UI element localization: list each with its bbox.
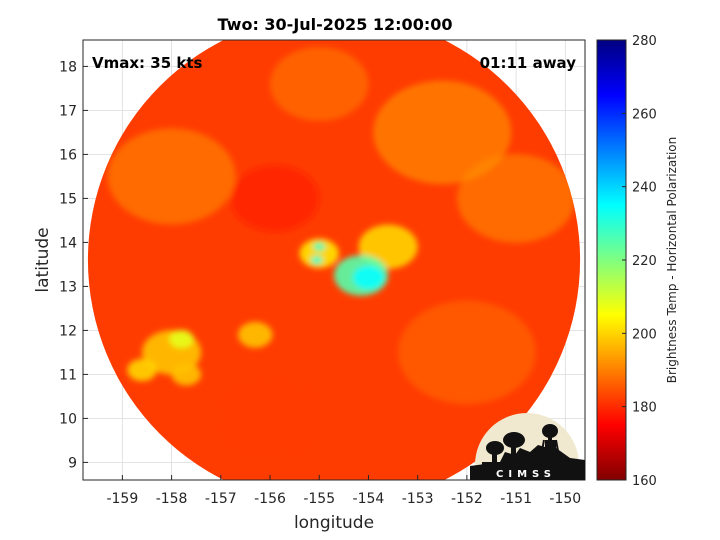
feature-blob (127, 358, 157, 382)
colorbar-tick-label: 220 (632, 254, 657, 269)
feature-blob (169, 329, 194, 349)
y-tick-label: 16 (59, 147, 77, 163)
y-tick-label: 18 (59, 59, 77, 75)
x-tick-label: -153 (402, 491, 434, 507)
vmax-annotation: Vmax: 35 kts (92, 54, 202, 72)
colorbar-tick-label: 200 (632, 327, 657, 342)
feature-blob (397, 300, 536, 405)
y-axis-label: latitude (33, 227, 53, 292)
y-tick-label: 13 (59, 279, 77, 295)
feature-blob (313, 242, 326, 252)
feature-blob (238, 321, 273, 348)
colorbar-gradient (596, 39, 627, 481)
x-axis-ticks: -159 -158 -157 -156 -155 -154 -153 -152 -151 -150 (106, 475, 581, 507)
y-tick-label: 14 (59, 235, 77, 251)
x-tick-label: -158 (156, 491, 188, 507)
feature-blob (310, 255, 323, 265)
chart-title: Two: 30-Jul-2025 12:00:00 (218, 15, 453, 34)
y-tick-label: 11 (59, 367, 77, 383)
colorbar-tick-label: 240 (632, 181, 657, 196)
x-axis-label: longitude (294, 513, 374, 533)
colorbar: 160 180 200 220 240 260 280 Brightness Temp - … (596, 34, 679, 489)
y-tick-label: 15 (59, 191, 77, 207)
cimss-logo-text: CIMSS (496, 469, 556, 480)
time-away-annotation: 01:11 away (480, 54, 577, 72)
y-tick-label: 9 (68, 455, 77, 471)
feature-blob (299, 238, 339, 269)
x-tick-label: -150 (549, 491, 581, 507)
y-axis-ticks: 9 10 11 12 13 14 15 16 17 18 (59, 59, 88, 471)
feature-blob (171, 363, 202, 386)
feature-blob (373, 80, 512, 185)
colorbar-tick-label: 280 (632, 34, 657, 49)
feature-blob (220, 381, 320, 456)
colorbar-tick-label: 180 (632, 401, 657, 416)
x-tick-label: -151 (500, 491, 532, 507)
convective-features (107, 47, 576, 456)
colorbar-tick-label: 260 (632, 107, 657, 122)
feature-blob (352, 265, 385, 290)
x-tick-label: -152 (451, 491, 483, 507)
y-tick-label: 17 (59, 103, 77, 119)
cimss-logo: CIMSS (470, 413, 585, 480)
plot-frame (82, 39, 586, 481)
y-tick-label: 10 (59, 411, 77, 427)
feature-blob (107, 128, 236, 225)
colorbar-tick-label: 160 (632, 474, 657, 489)
feature-blob (457, 154, 576, 243)
x-tick-label: -159 (106, 491, 138, 507)
feature-blob (270, 47, 369, 121)
x-tick-label: -155 (303, 491, 335, 507)
y-tick-label: 12 (59, 323, 77, 339)
colorbar-label: Brightness Temp - Horizontal Polarizatio… (665, 137, 679, 384)
colorbar-ticks: 160 180 200 220 240 260 280 (622, 34, 657, 489)
x-tick-label: -156 (254, 491, 286, 507)
x-tick-label: -154 (353, 491, 385, 507)
x-tick-label: -157 (205, 491, 237, 507)
feature-blob (230, 165, 320, 232)
